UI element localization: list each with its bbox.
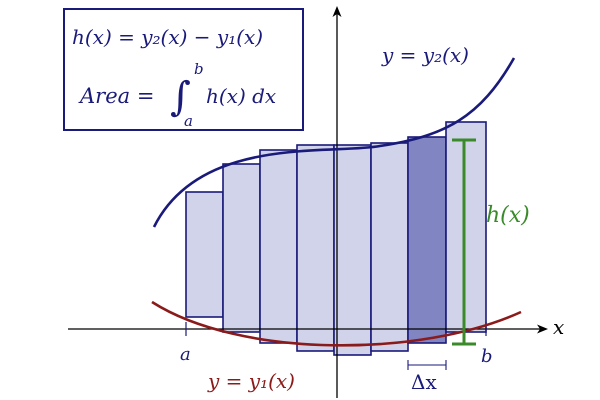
upper-curve-label: y = y₂(x) [381,43,469,67]
height-label: h(x) [486,203,530,228]
delta-x-label: Δx [411,370,437,394]
b-label: b [481,346,493,367]
rectangle-6 [370,142,409,352]
rectangle-4 [296,144,335,352]
integral-lower-limit: a [184,112,193,130]
rectangle-1 [185,191,224,318]
rectangle-5 [333,144,372,356]
lower-curve-y1 [151,300,522,347]
rectangle-highlighted [407,136,447,344]
rectangle-3 [259,149,298,344]
rectangle-2 [222,163,261,333]
integrand: h(x) dx [206,84,276,108]
y-axis-arrow-icon [332,6,342,17]
upper-curve-y2 [152,57,516,228]
formula-box: h(x) = y₂(x) − y₁(x) Area = ∫ b a h(x) d… [63,8,304,131]
rectangle-8 [445,121,487,333]
height-definition: h(x) = y₂(x) − y₁(x) [72,25,263,49]
x-axis-arrow-icon [537,324,548,334]
formula-box-border [63,8,304,131]
height-marker [452,138,476,346]
riemann-rectangles [185,121,487,356]
x-axis-label: x [553,315,564,339]
integral-sign: ∫ [170,74,191,120]
a-label: a [180,344,191,365]
area-label: Area = [78,84,154,108]
integral-upper-limit: b [194,60,204,78]
delta-x-bracket [407,360,447,370]
lower-curve-label: y = y₁(x) [207,369,295,393]
